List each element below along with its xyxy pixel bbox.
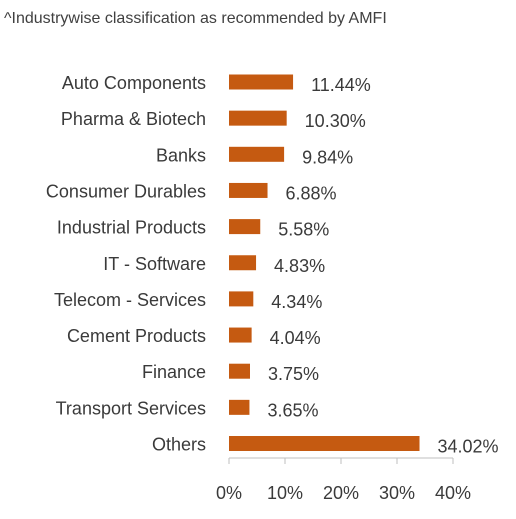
value-label: 4.34%: [271, 292, 322, 312]
bar: [229, 146, 285, 162]
bar: [229, 110, 287, 126]
x-tick-label: 10%: [267, 483, 303, 503]
category-label: Telecom - Services: [54, 290, 206, 310]
category-label: Auto Components: [62, 73, 206, 93]
bar: [229, 182, 268, 198]
value-label: 3.75%: [268, 364, 319, 384]
category-label: Banks: [156, 145, 206, 165]
category-label: Finance: [142, 362, 206, 382]
category-label: Others: [152, 435, 206, 455]
bar: [229, 291, 254, 307]
category-labels: Auto Components Pharma & Biotech Banks Cons…: [46, 73, 206, 455]
category-label: Industrial Products: [57, 218, 206, 238]
value-labels: 11.44% 10.30% 9.84% 6.88% 5.58% 4.83% 4.34% 4.0…: [267, 75, 498, 457]
chart-footnote: ^Industrywise classification as recommen…: [4, 10, 387, 27]
value-label: 4.04%: [270, 328, 321, 348]
value-label: 34.02%: [438, 437, 499, 457]
category-label: Cement Products: [67, 326, 206, 346]
x-axis: 0% 10% 20% 30% 40%: [216, 457, 471, 503]
category-label: Transport Services: [56, 398, 206, 418]
value-label: 10.30%: [305, 111, 366, 131]
bars-group: [229, 74, 420, 451]
x-tick-label: 40%: [435, 483, 471, 503]
x-tick-label: 30%: [379, 483, 415, 503]
value-label: 4.83%: [274, 256, 325, 276]
category-label: Consumer Durables: [46, 181, 206, 201]
value-label: 9.84%: [302, 147, 353, 167]
category-label: Pharma & Biotech: [61, 109, 206, 129]
bar: [229, 219, 261, 235]
bar: [229, 255, 257, 271]
category-label: IT - Software: [103, 254, 206, 274]
bar: [229, 436, 420, 451]
x-tick-label: 0%: [216, 483, 242, 503]
bar: [229, 363, 250, 379]
bar: [229, 399, 250, 415]
value-label: 6.88%: [286, 183, 337, 203]
value-label: 5.58%: [278, 220, 329, 240]
x-tick-label: 20%: [323, 483, 359, 503]
value-label: 3.65%: [267, 400, 318, 420]
value-label: 11.44%: [311, 75, 371, 95]
bar: [229, 74, 294, 90]
bar: [229, 327, 252, 343]
